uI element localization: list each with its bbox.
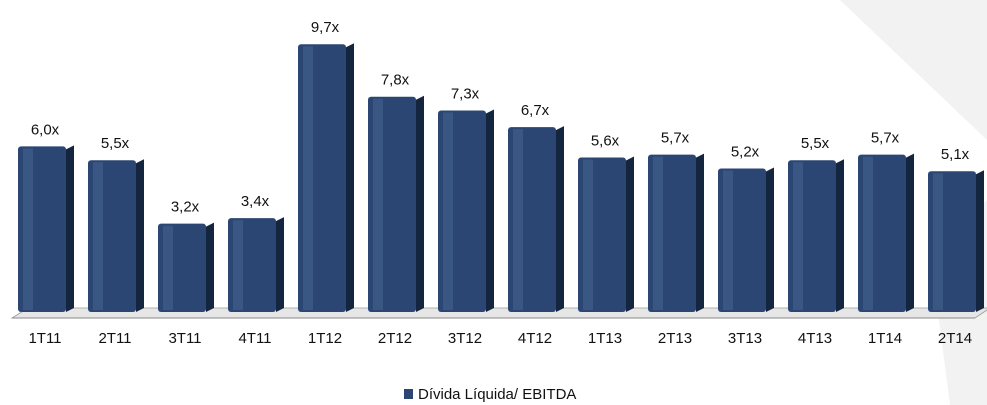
value-label: 6,0x [31,121,60,138]
bar-highlight [583,159,593,310]
bar-highlight [933,173,943,310]
bar-side [66,145,74,312]
bar-side [276,217,284,312]
bar-highlight [513,129,523,310]
x-tick-label: 2T11 [98,330,131,347]
bar-side [486,109,494,313]
value-label: 5,2x [731,143,760,160]
value-label: 3,2x [171,199,200,216]
bar-side [626,156,634,312]
value-label: 5,1x [941,146,970,163]
bar-highlight [443,112,453,311]
bar-side [976,170,984,312]
bar-side [696,153,704,312]
x-tick-label: 1T11 [28,330,61,347]
legend-label: Dívida Líquida/ EBITDA [418,386,576,403]
bar-highlight [23,148,33,310]
bar-side [836,159,844,312]
bar-highlight [163,225,173,310]
value-label: 5,7x [661,130,690,147]
x-tick-label: 1T13 [588,330,622,347]
bar-highlight [793,162,803,310]
bar-highlight [863,156,873,310]
value-label: 5,7x [871,130,900,147]
bar-side [206,222,214,312]
bar-highlight [723,170,733,310]
value-label: 5,6x [591,132,620,149]
bar-highlight [373,98,383,310]
x-tick-label: 2T13 [658,330,692,347]
bar-side [766,167,774,312]
bar-side [906,153,914,312]
bar-side [416,95,424,312]
bar-highlight [93,162,103,310]
bar-side [136,159,144,312]
value-label: 5,5x [101,135,130,152]
x-tick-label: 4T12 [518,330,552,347]
x-tick-label: 3T11 [168,330,201,347]
bar-highlight [303,46,313,310]
value-label: 7,3x [451,85,480,102]
bar-side [346,43,354,312]
x-tick-label: 4T11 [238,330,271,347]
bar-highlight [233,220,243,310]
x-tick-label: 3T13 [728,330,762,347]
legend-swatch [404,389,413,399]
background-shape [840,0,987,140]
x-tick-label: 2T12 [378,330,412,347]
bar-highlight [653,156,663,310]
x-tick-label: 4T13 [798,330,832,347]
value-label: 3,4x [241,193,270,210]
value-label: 7,8x [381,72,410,89]
value-label: 6,7x [521,102,550,119]
bar-side [556,126,564,312]
value-label: 9,7x [311,19,340,36]
x-tick-label: 2T14 [938,330,972,347]
x-tick-label: 3T12 [448,330,482,347]
value-label: 5,5x [801,135,830,152]
x-tick-label: 1T14 [868,330,902,347]
x-tick-label: 1T12 [308,330,342,347]
